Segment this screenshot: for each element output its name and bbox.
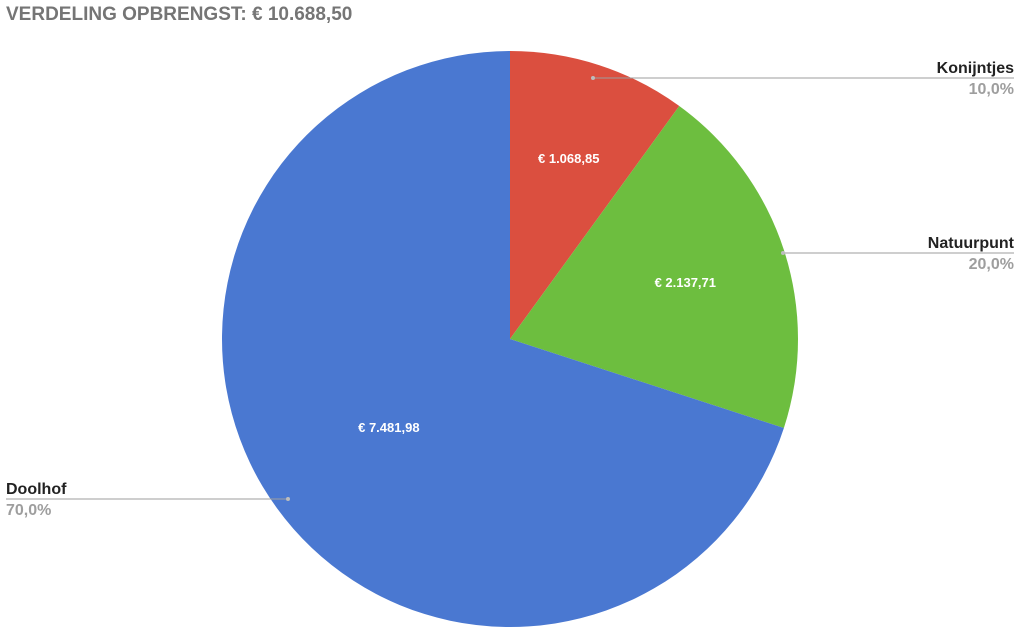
slice-value-label-doolhof: € 7.481,98 xyxy=(358,420,419,435)
pie-slice-doolhof xyxy=(221,51,784,627)
callout-dot-doolhof xyxy=(286,497,290,501)
chart-title: VERDELING OPBRENGST: € 10.688,50 xyxy=(6,4,353,25)
slice-value-label-konijntjes: € 1.068,85 xyxy=(538,151,599,166)
pie-slice-konijntjes xyxy=(510,51,680,339)
callout-percent-konijntjes: 10,0% xyxy=(969,81,1014,98)
callout-percent-doolhof: 70,0% xyxy=(6,502,51,519)
callout-dot-natuurpunt xyxy=(781,251,785,255)
slice-value-label-natuurpunt: € 2.137,71 xyxy=(655,275,716,290)
callout-name-natuurpunt: Natuurpunt xyxy=(928,235,1015,252)
callout-name-doolhof: Doolhof xyxy=(6,481,67,498)
callout-name-konijntjes: Konijntjes xyxy=(937,60,1014,77)
callout-dot-konijntjes xyxy=(591,76,595,80)
pie-slices: € 1.068,85 € 2.137,71 € 7.481,98 xyxy=(221,51,799,627)
callout-percent-natuurpunt: 20,0% xyxy=(969,256,1014,273)
pie-slice-natuurpunt xyxy=(510,106,799,428)
pie-callouts: Konijntjes 10,0% Natuurpunt 20,0% Doolhof 70,… xyxy=(6,60,1015,519)
